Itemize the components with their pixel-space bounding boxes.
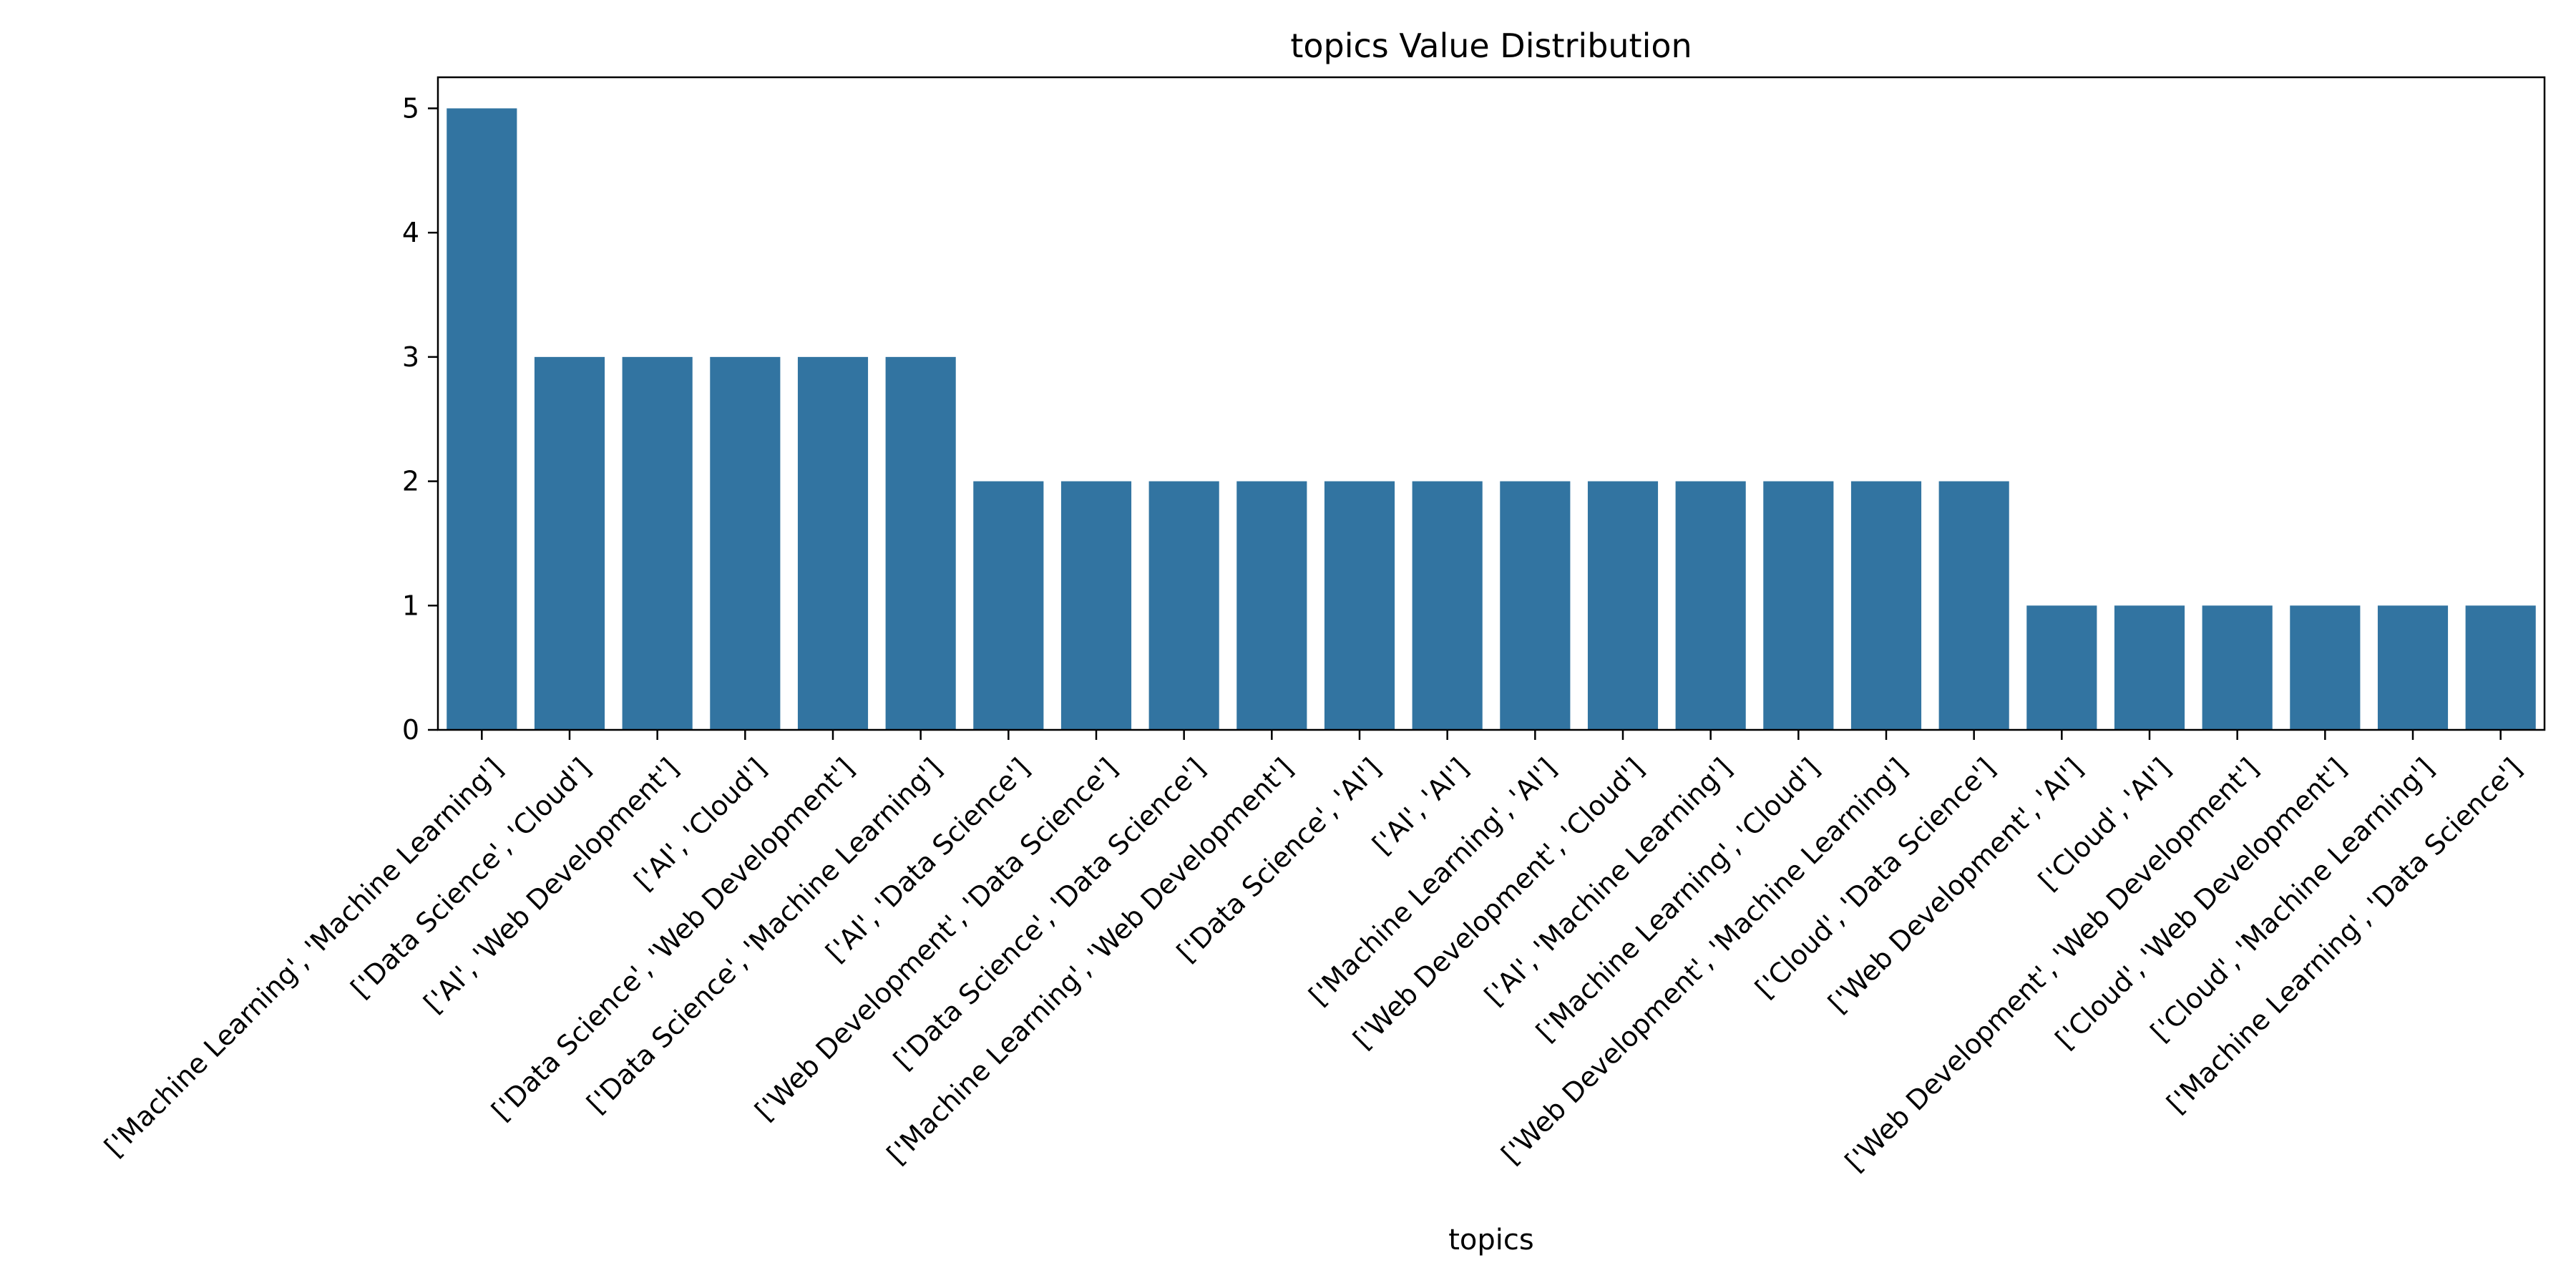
bar	[1587, 481, 1659, 730]
bar	[1060, 481, 1132, 730]
y-axis: 0 1 2 3 4 5	[402, 92, 438, 746]
bar	[710, 356, 781, 730]
bar	[2290, 605, 2361, 730]
bar	[1236, 481, 1307, 730]
x-axis-label: topics	[1448, 1224, 1534, 1257]
plot-frame	[436, 76, 2546, 731]
bar	[2465, 605, 2536, 730]
bar	[1763, 481, 1834, 730]
bar	[1324, 481, 1395, 730]
bar	[2114, 605, 2185, 730]
bar	[1675, 481, 1746, 730]
bar	[797, 356, 869, 730]
bar	[2026, 605, 2097, 730]
bar	[1412, 481, 1483, 730]
bar	[973, 481, 1044, 730]
bar	[2202, 605, 2273, 730]
y-tick-label: 1	[402, 590, 419, 621]
y-tick-label: 0	[402, 714, 419, 746]
y-tick-label: 5	[402, 92, 419, 124]
chart-title: topics Value Distribution	[1290, 26, 1692, 65]
bars-group	[447, 108, 2536, 730]
y-tick-label: 2	[402, 466, 419, 497]
y-tick-label: 3	[402, 341, 419, 373]
bar	[2377, 605, 2449, 730]
bar	[1148, 481, 1219, 730]
y-tick-label: 4	[402, 217, 419, 248]
bar	[447, 108, 517, 730]
bar	[1938, 481, 2009, 730]
bar	[622, 356, 693, 730]
bar	[1500, 481, 1571, 730]
bar	[1850, 481, 1922, 730]
bar	[885, 356, 956, 730]
bar	[534, 356, 605, 730]
